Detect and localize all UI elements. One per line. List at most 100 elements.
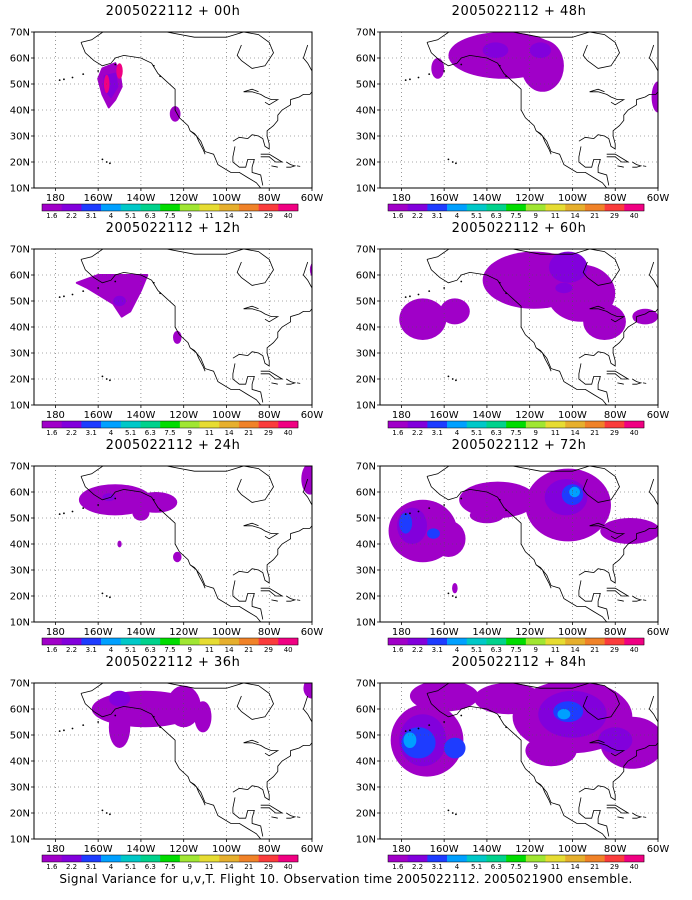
colorbar-label: 40 bbox=[284, 646, 293, 654]
coastline-segment bbox=[617, 382, 624, 385]
colorbar-swatch bbox=[199, 204, 220, 211]
lon-label: 160W bbox=[84, 410, 113, 421]
colorbar-label: 6.3 bbox=[491, 212, 502, 220]
colorbar-swatch bbox=[604, 421, 625, 428]
coastline-segment bbox=[632, 812, 643, 819]
island bbox=[428, 507, 431, 510]
map-panel: 2005022112 + 48h 70N 60N 50N 40N 30N 20N 10N 180… bbox=[346, 2, 692, 224]
shaded-region bbox=[194, 701, 212, 733]
colorbar-label: 5.1 bbox=[471, 646, 482, 654]
lon-label: 100W bbox=[212, 844, 241, 855]
coastline-segment bbox=[271, 382, 278, 385]
colorbar-swatch bbox=[140, 638, 161, 645]
lon-label: 180 bbox=[392, 844, 411, 855]
colorbar-label: 4 bbox=[109, 212, 114, 220]
lon-label: 120W bbox=[515, 627, 544, 638]
island bbox=[451, 161, 454, 163]
colorbar-swatch bbox=[238, 204, 259, 211]
lon-label: 160W bbox=[84, 193, 113, 204]
shaded-region bbox=[132, 505, 150, 521]
colorbar-swatch bbox=[199, 855, 220, 862]
lat-label: 70N bbox=[10, 28, 30, 39]
lon-label: 180 bbox=[46, 627, 65, 638]
shaded-region bbox=[173, 551, 182, 563]
lon-label: 140W bbox=[472, 193, 501, 204]
coastline-segment bbox=[617, 816, 624, 819]
coastline-segment bbox=[426, 249, 620, 286]
island bbox=[152, 498, 155, 501]
colorbar-swatch bbox=[624, 638, 645, 645]
coastline-segment bbox=[617, 165, 624, 168]
coastline-segment bbox=[232, 525, 312, 584]
colorbar-swatch bbox=[219, 638, 240, 645]
island bbox=[451, 595, 454, 597]
shaded-region bbox=[431, 520, 466, 557]
lat-label: 60N bbox=[356, 54, 376, 65]
lat-label: 30N bbox=[10, 349, 30, 360]
island bbox=[409, 512, 411, 515]
colorbar-swatch bbox=[565, 638, 586, 645]
island bbox=[409, 78, 411, 81]
lat-label: 50N bbox=[356, 297, 376, 308]
coastline-segment bbox=[232, 797, 264, 837]
colorbar-label: 9 bbox=[533, 863, 537, 871]
colorbar-swatch bbox=[61, 855, 82, 862]
coastline-segment bbox=[232, 742, 312, 801]
coastline-segment bbox=[642, 165, 647, 167]
island bbox=[455, 379, 457, 382]
colorbar-frame bbox=[41, 854, 299, 863]
colorbar-swatch bbox=[278, 855, 299, 862]
colorbar-swatch bbox=[120, 855, 141, 862]
lon-label: 160W bbox=[430, 844, 459, 855]
coastline-segment bbox=[426, 693, 608, 839]
lat-label: 50N bbox=[10, 731, 30, 742]
coastline-segment bbox=[296, 816, 301, 818]
variance-field bbox=[78, 466, 312, 563]
coastline-segment bbox=[80, 476, 262, 622]
colorbar-label: 21 bbox=[590, 863, 599, 871]
lon-label: 180 bbox=[46, 844, 65, 855]
colorbar-swatch bbox=[565, 855, 586, 862]
colorbar-label: 4 bbox=[109, 863, 114, 871]
island bbox=[97, 70, 100, 72]
colorbar-swatch bbox=[407, 204, 428, 211]
colorbar-label: 3.1 bbox=[86, 429, 97, 437]
colorbar: 1.6 2.2 3.1 4 5.1 6.3 7.5 9 11 14 21 29 40 bbox=[41, 854, 299, 871]
figure-caption: Signal Variance for u,v,T. Flight 10. Ob… bbox=[59, 872, 633, 886]
shaded-region bbox=[632, 308, 658, 325]
lat-label: 20N bbox=[356, 375, 376, 386]
lat-label: 10N bbox=[10, 618, 30, 629]
coastline-segment bbox=[589, 739, 626, 757]
colorbar-label: 6.3 bbox=[145, 863, 156, 871]
colorbar-label: 21 bbox=[590, 429, 599, 437]
colorbar-label: 21 bbox=[244, 863, 253, 871]
island bbox=[71, 293, 74, 296]
colorbar-swatch bbox=[258, 855, 279, 862]
colorbar: 1.6 2.2 3.1 4 5.1 6.3 7.5 9 11 14 21 29 40 bbox=[41, 637, 299, 654]
map-svg: 70N 60N 50N 40N 30N 20N 10N 180 160W 140W 120W 100W… bbox=[356, 679, 670, 872]
colorbar-label: 14 bbox=[225, 212, 234, 220]
shaded-region bbox=[583, 303, 626, 340]
coastline bbox=[404, 466, 658, 622]
lat-label: 10N bbox=[10, 184, 30, 195]
colorbar-swatch bbox=[160, 204, 181, 211]
shaded-region bbox=[303, 683, 312, 699]
colorbar-swatch bbox=[278, 204, 299, 211]
colorbar-swatch bbox=[427, 421, 448, 428]
island bbox=[114, 63, 117, 66]
island bbox=[417, 510, 420, 513]
colorbar-swatch bbox=[101, 421, 122, 428]
shaded-region bbox=[651, 81, 658, 113]
island bbox=[109, 596, 111, 599]
colorbar-label: 6.3 bbox=[145, 212, 156, 220]
colorbar-swatch bbox=[427, 204, 448, 211]
colorbar-label: 3.1 bbox=[432, 429, 443, 437]
colorbar-label: 5.1 bbox=[471, 429, 482, 437]
colorbar-frame bbox=[41, 420, 299, 429]
lat-label: 70N bbox=[10, 245, 30, 256]
colorbar-frame bbox=[387, 420, 645, 429]
colorbar-label: 7.5 bbox=[164, 646, 175, 654]
colorbar-label: 11 bbox=[205, 646, 214, 654]
island bbox=[58, 79, 61, 81]
variance-field bbox=[91, 683, 312, 748]
